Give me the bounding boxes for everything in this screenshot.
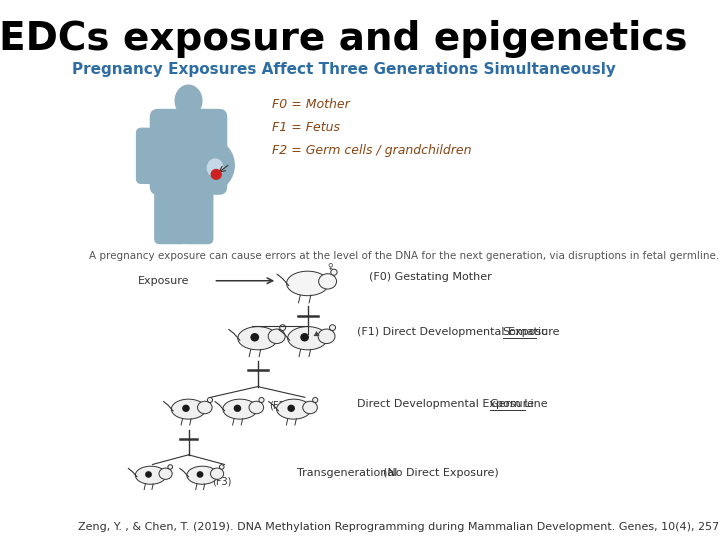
- Ellipse shape: [259, 397, 264, 402]
- Circle shape: [145, 471, 152, 478]
- Ellipse shape: [287, 271, 328, 296]
- FancyBboxPatch shape: [150, 109, 228, 195]
- Text: F2 = Germ cells / grandchildren: F2 = Germ cells / grandchildren: [271, 144, 471, 157]
- FancyBboxPatch shape: [154, 177, 187, 244]
- Ellipse shape: [276, 399, 311, 419]
- FancyBboxPatch shape: [136, 127, 166, 184]
- Ellipse shape: [288, 327, 328, 350]
- Ellipse shape: [159, 468, 172, 480]
- Circle shape: [182, 404, 189, 412]
- Text: (F3): (F3): [212, 477, 231, 487]
- Ellipse shape: [193, 141, 234, 190]
- Ellipse shape: [330, 325, 336, 330]
- Text: Zeng, Y. , & Chen, T. (2019). DNA Methylation Reprogramming during Mammalian Dev: Zeng, Y. , & Chen, T. (2019). DNA Methyl…: [78, 522, 720, 532]
- Ellipse shape: [303, 401, 318, 414]
- Circle shape: [211, 170, 221, 179]
- Text: Germ Line: Germ Line: [490, 399, 547, 409]
- Ellipse shape: [187, 466, 218, 484]
- Ellipse shape: [223, 399, 257, 419]
- Ellipse shape: [319, 274, 336, 289]
- Circle shape: [300, 333, 309, 341]
- Ellipse shape: [175, 85, 202, 116]
- Circle shape: [287, 404, 295, 412]
- Text: (No Direct Exposure): (No Direct Exposure): [384, 468, 499, 477]
- Ellipse shape: [197, 401, 212, 414]
- Text: (F2): (F2): [269, 400, 288, 410]
- Circle shape: [251, 333, 259, 341]
- FancyBboxPatch shape: [180, 177, 213, 244]
- Text: Transgenerational: Transgenerational: [297, 468, 397, 477]
- Text: ♀: ♀: [327, 262, 333, 271]
- Text: (F0) Gestating Mother: (F0) Gestating Mother: [369, 272, 491, 282]
- Text: F1 = Fetus: F1 = Fetus: [271, 121, 340, 134]
- Text: Pregnancy Exposures Affect Three Generations Simultaneously: Pregnancy Exposures Affect Three Generat…: [72, 62, 616, 77]
- Ellipse shape: [220, 465, 224, 469]
- Ellipse shape: [249, 401, 264, 414]
- Ellipse shape: [207, 397, 212, 402]
- Ellipse shape: [207, 159, 223, 177]
- Ellipse shape: [279, 325, 286, 330]
- Ellipse shape: [210, 468, 224, 480]
- Text: A pregnancy exposure can cause errors at the level of the DNA for the next gener: A pregnancy exposure can cause errors at…: [89, 251, 719, 261]
- Circle shape: [234, 404, 241, 412]
- Text: Direct Developmental Exposure: Direct Developmental Exposure: [357, 399, 538, 409]
- Circle shape: [197, 471, 204, 478]
- Text: F0 = Mother: F0 = Mother: [271, 98, 349, 111]
- Ellipse shape: [312, 397, 318, 402]
- Ellipse shape: [168, 465, 173, 469]
- Ellipse shape: [318, 329, 335, 343]
- Text: EDCs exposure and epigenetics: EDCs exposure and epigenetics: [0, 20, 688, 58]
- Text: Exposure: Exposure: [138, 276, 189, 286]
- Ellipse shape: [171, 399, 206, 419]
- Ellipse shape: [330, 269, 337, 275]
- Ellipse shape: [269, 329, 285, 343]
- Text: (F1) Direct Developmental Exposure: (F1) Direct Developmental Exposure: [357, 327, 564, 337]
- FancyBboxPatch shape: [179, 106, 198, 124]
- Ellipse shape: [135, 466, 166, 484]
- Ellipse shape: [238, 327, 278, 350]
- Text: Somatic: Somatic: [503, 327, 548, 337]
